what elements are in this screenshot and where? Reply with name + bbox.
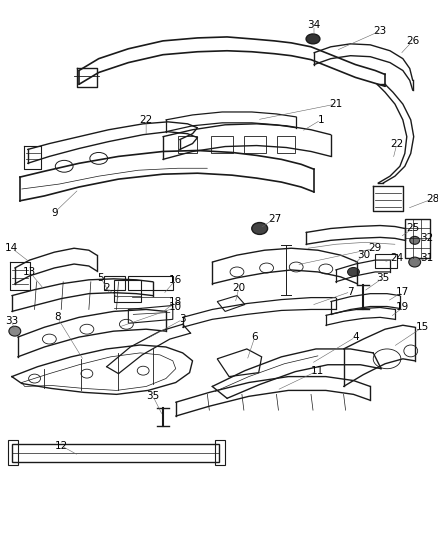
- Ellipse shape: [306, 34, 320, 44]
- Ellipse shape: [409, 257, 420, 267]
- Ellipse shape: [252, 223, 268, 235]
- Bar: [211, 136, 233, 154]
- Text: 27: 27: [268, 214, 281, 224]
- Text: 33: 33: [5, 316, 18, 326]
- Text: 29: 29: [369, 243, 382, 253]
- Text: 4: 4: [352, 332, 359, 342]
- Text: 1: 1: [318, 115, 324, 125]
- Text: 8: 8: [54, 312, 60, 322]
- Text: 31: 31: [420, 253, 433, 263]
- Bar: [12, 444, 219, 462]
- Text: 11: 11: [311, 366, 325, 376]
- Text: 5: 5: [97, 273, 104, 283]
- Bar: [277, 136, 295, 154]
- Text: 21: 21: [329, 99, 343, 109]
- Bar: [375, 254, 397, 268]
- Text: 19: 19: [396, 302, 410, 312]
- Bar: [104, 276, 125, 290]
- Text: 16: 16: [169, 275, 182, 285]
- Text: 3: 3: [179, 314, 186, 324]
- Text: 35: 35: [146, 391, 160, 401]
- Bar: [215, 440, 225, 465]
- Bar: [8, 440, 18, 465]
- Text: 20: 20: [233, 282, 246, 293]
- Text: 2: 2: [103, 282, 110, 293]
- Text: 30: 30: [357, 250, 370, 260]
- Ellipse shape: [348, 268, 360, 277]
- Ellipse shape: [9, 326, 21, 336]
- Text: 7: 7: [347, 287, 354, 297]
- Text: 12: 12: [55, 441, 68, 451]
- Text: 22: 22: [390, 139, 403, 149]
- Text: 25: 25: [406, 223, 419, 233]
- Text: 18: 18: [169, 296, 182, 306]
- Text: 32: 32: [420, 233, 433, 244]
- Text: 14: 14: [5, 243, 18, 253]
- Bar: [244, 136, 265, 154]
- Text: 13: 13: [23, 267, 36, 277]
- Text: 9: 9: [51, 208, 58, 217]
- Text: 23: 23: [374, 26, 387, 36]
- Text: 35: 35: [377, 273, 390, 283]
- Text: 26: 26: [406, 36, 419, 46]
- Text: 15: 15: [416, 322, 429, 332]
- Bar: [178, 136, 198, 154]
- Bar: [113, 280, 141, 302]
- Text: 6: 6: [251, 332, 258, 342]
- Text: 22: 22: [140, 115, 153, 125]
- Ellipse shape: [410, 236, 420, 244]
- Text: 24: 24: [390, 253, 403, 263]
- Text: 28: 28: [426, 194, 438, 204]
- Bar: [128, 276, 173, 290]
- Text: 34: 34: [307, 20, 321, 30]
- Text: 17: 17: [396, 287, 410, 297]
- Bar: [405, 219, 430, 258]
- Text: 10: 10: [169, 302, 182, 312]
